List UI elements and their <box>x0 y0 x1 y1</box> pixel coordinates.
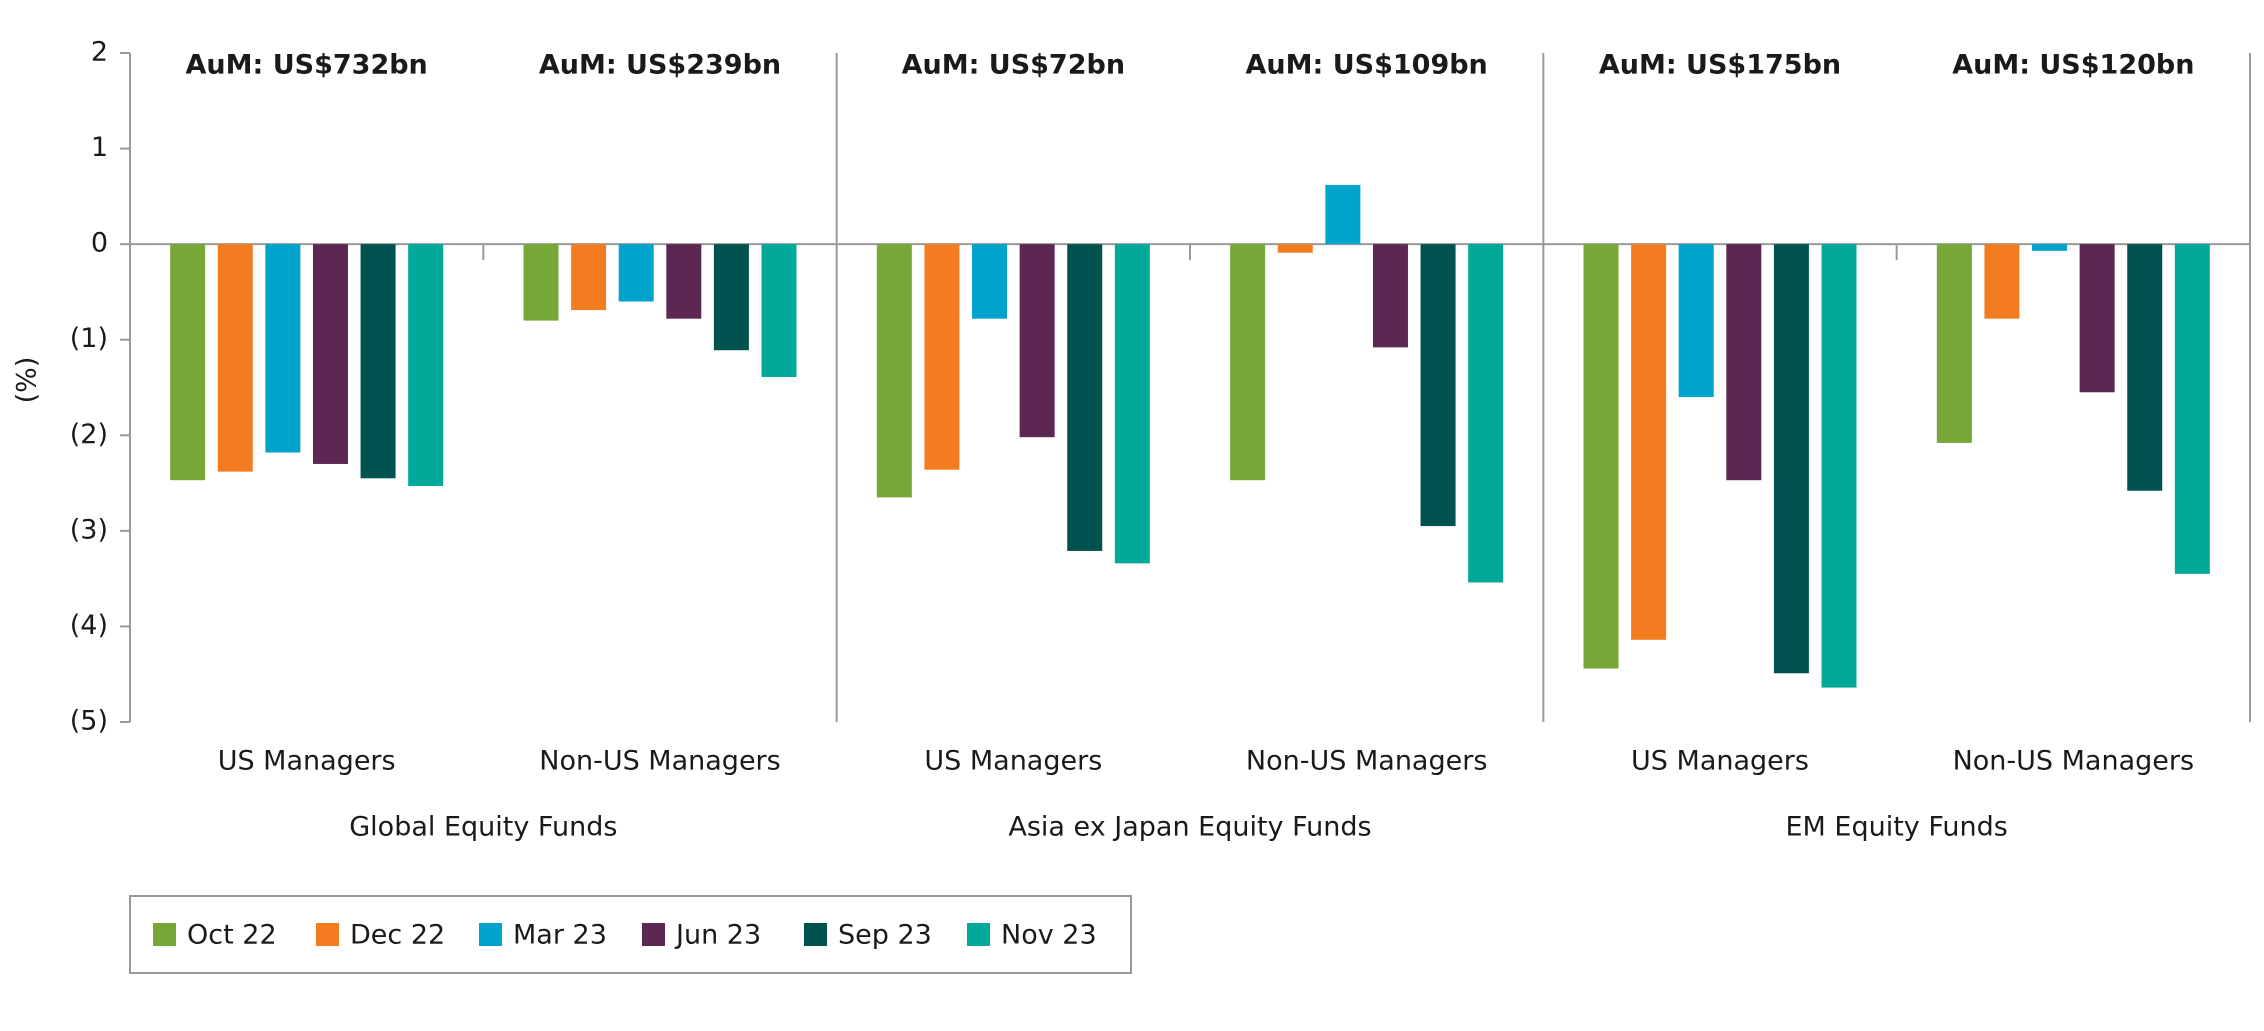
y-tick-label: 2 <box>91 37 108 68</box>
bar <box>2174 244 2210 574</box>
group-label: EM Equity Funds <box>1785 812 2007 843</box>
legend-swatch <box>967 923 990 946</box>
y-tick-label: (3) <box>70 514 108 545</box>
legend-swatch <box>642 923 665 946</box>
annotation: AuM: US$732bn <box>186 50 428 81</box>
bar <box>1726 244 1762 481</box>
bar <box>1277 244 1313 253</box>
bar <box>1114 244 1150 564</box>
bar <box>876 244 912 498</box>
bar <box>408 244 444 486</box>
bar <box>1631 244 1667 640</box>
legend-label: Nov 23 <box>1001 920 1097 951</box>
bar <box>2127 244 2163 491</box>
bar <box>360 244 396 479</box>
bar <box>972 244 1008 319</box>
legend-swatch <box>804 923 827 946</box>
bar <box>265 244 301 453</box>
bar <box>1468 244 1504 583</box>
annotation: AuM: US$72bn <box>902 50 1125 81</box>
bar <box>523 244 559 321</box>
x-tick-label: Non-US Managers <box>539 746 780 777</box>
bar <box>1230 244 1266 481</box>
x-tick-label: US Managers <box>924 746 1102 777</box>
x-tick-label: US Managers <box>218 746 396 777</box>
bar <box>1372 244 1408 348</box>
annotation: AuM: US$120bn <box>1952 50 2194 81</box>
legend-label: Oct 22 <box>187 920 277 951</box>
x-tick-label: US Managers <box>1631 746 1809 777</box>
legend-box <box>129 895 1132 974</box>
annotation: AuM: US$239bn <box>539 50 781 81</box>
y-tick-label: (1) <box>70 323 108 354</box>
x-tick-label: Non-US Managers <box>1246 746 1487 777</box>
bar <box>170 244 206 481</box>
legend-label: Jun 23 <box>674 920 761 951</box>
bar <box>1936 244 1972 443</box>
bar <box>1984 244 2020 319</box>
legend-label: Sep 23 <box>838 920 932 951</box>
bar <box>618 244 654 302</box>
bar <box>1583 244 1619 669</box>
legend-swatch <box>479 923 502 946</box>
legend-label: Dec 22 <box>350 920 445 951</box>
bar <box>924 244 960 470</box>
group-label: Asia ex Japan Equity Funds <box>1008 812 1371 843</box>
bar <box>1821 244 1857 688</box>
bar <box>312 244 348 464</box>
group-label: Global Equity Funds <box>349 812 617 843</box>
bar <box>2079 244 2115 393</box>
bar <box>1773 244 1809 674</box>
y-tick-label: 0 <box>91 228 108 259</box>
bar <box>571 244 607 311</box>
annotation: AuM: US$109bn <box>1246 50 1488 81</box>
legend-swatch <box>153 923 176 946</box>
bar <box>1067 244 1103 551</box>
annotation: AuM: US$175bn <box>1599 50 1841 81</box>
bar <box>761 244 797 377</box>
x-tick-label: Non-US Managers <box>1953 746 2194 777</box>
bar <box>217 244 253 472</box>
bar <box>1019 244 1055 438</box>
legend-label: Mar 23 <box>513 920 607 951</box>
y-tick-label: (2) <box>70 419 108 450</box>
y-axis-label: (%) <box>12 357 43 404</box>
y-tick-label: 1 <box>91 132 108 163</box>
y-tick-label: (4) <box>70 610 108 641</box>
bar <box>1678 244 1714 398</box>
bar <box>1420 244 1456 527</box>
legend-swatch <box>316 923 339 946</box>
bar <box>666 244 702 319</box>
bar <box>1325 184 1361 245</box>
y-tick-label: (5) <box>70 706 108 737</box>
bar <box>2032 244 2068 251</box>
bar <box>713 244 749 351</box>
